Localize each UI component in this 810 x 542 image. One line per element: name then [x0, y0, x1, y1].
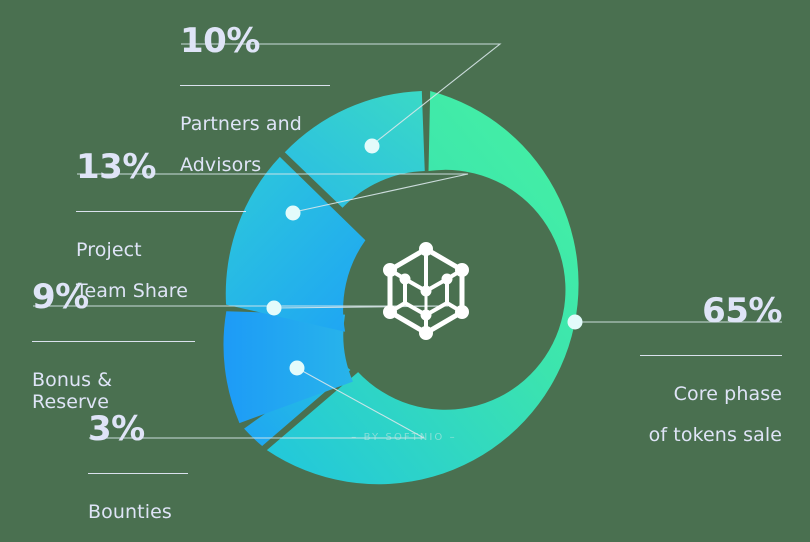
label-bounties[interactable]: 3% Bounties — [88, 390, 188, 542]
caption-partners-line2: Advisors — [180, 154, 262, 177]
caption-team-line2: Team Share — [76, 280, 189, 303]
caption-bounties-line1: Bounties — [88, 500, 172, 523]
caption-core-line1: Core phase — [673, 382, 782, 405]
leader-dot-bounties[interactable] — [289, 360, 305, 376]
percent-partners: 10% — [180, 20, 260, 61]
leader-dot-bonus[interactable] — [266, 300, 282, 316]
slice-partners[interactable] — [284, 91, 425, 208]
slice-core[interactable] — [266, 91, 579, 485]
leader-core — [567, 314, 782, 330]
donut-chart — [33, 43, 782, 485]
leader-bounties — [89, 360, 425, 439]
leader-partners — [181, 43, 502, 154]
leader-bonus — [33, 300, 449, 316]
softnio-credit-text: – BY SOFTNIO – — [351, 432, 457, 443]
percent-bonus: 9% — [32, 276, 89, 317]
label-core-phase-of-tokens-sale[interactable]: 65% Core phase of tokens sale — [640, 272, 783, 465]
label-rule-team — [76, 210, 246, 212]
label-rule-bonus — [32, 340, 195, 342]
caption-core-line2: of tokens sale — [648, 424, 782, 447]
leader-dot-partners[interactable] — [364, 138, 380, 154]
label-project-team-share[interactable]: 13% Project Team Share — [76, 128, 246, 321]
leader-team — [77, 173, 469, 221]
percent-team: 13% — [76, 146, 156, 187]
chart-canvas: 10% Partners and Advisors 13% Project Te… — [0, 2, 810, 523]
label-partners-and-advisors[interactable]: 10% Partners and Advisors — [180, 2, 330, 195]
hexagon-network-logo — [383, 242, 469, 340]
caption-team-line1: Project — [76, 238, 142, 261]
leader-dot-core[interactable] — [567, 314, 583, 330]
caption-bonus-line1: Bonus & Reserve — [32, 368, 113, 414]
label-rule-bounties — [88, 472, 188, 474]
softnio-credit: – BY SOFTNIO – — [0, 432, 810, 443]
percent-bounties: 3% — [88, 408, 145, 449]
label-rule-core — [640, 354, 782, 356]
slice-bonus[interactable] — [223, 311, 353, 424]
caption-partners-line1: Partners and — [180, 112, 302, 135]
leader-dot-team[interactable] — [285, 205, 301, 221]
label-rule-partners — [180, 84, 330, 86]
percent-core: 65% — [702, 290, 782, 331]
slice-team[interactable] — [225, 156, 366, 332]
label-bonus-and-reserve[interactable]: 9% Bonus & Reserve — [32, 258, 195, 432]
